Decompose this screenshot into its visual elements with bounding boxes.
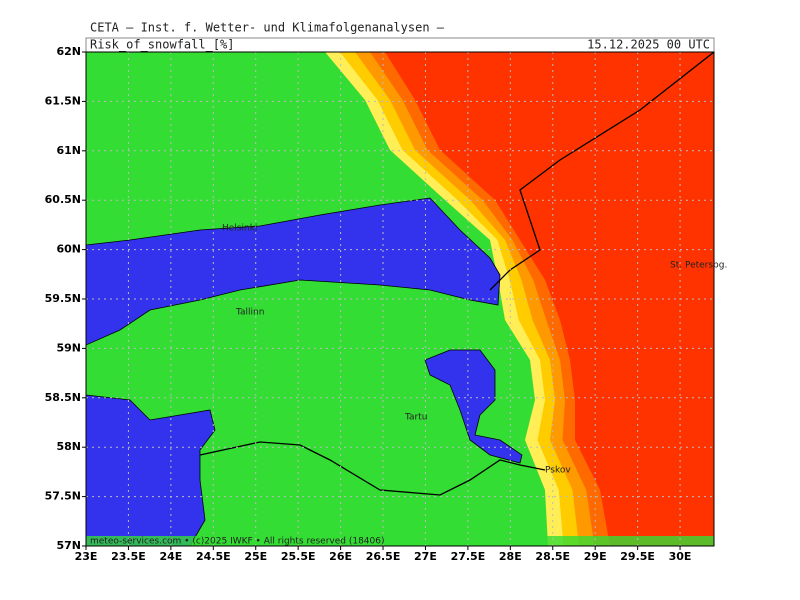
- lon-tick-label: 24.5E: [196, 550, 231, 563]
- gulf-of-riga: [86, 394, 216, 546]
- border-line: [199, 441, 546, 496]
- gulf-of-finland: [86, 197, 501, 346]
- lat-tick-label: 58N: [56, 440, 81, 453]
- lat-tick-label: 57.5N: [45, 490, 81, 503]
- institute-title: CETA — Inst. f. Wetter- und Klimafolgena…: [90, 21, 445, 35]
- lon-tick-label: 26.5E: [366, 550, 401, 563]
- lon-tick-label: 23E: [75, 550, 98, 563]
- lat-tick-label: 57N: [56, 539, 81, 552]
- lon-tick-label: 28.5E: [535, 550, 570, 563]
- lat-tick-label: 62N: [56, 45, 81, 58]
- parameter-label: Risk_of_snowfall_[%]: [90, 38, 235, 52]
- city-label: Tallinn: [235, 308, 264, 318]
- lon-tick-label: 24E: [159, 550, 182, 563]
- lon-tick-label: 25E: [244, 550, 267, 563]
- city-label: Pskov: [545, 466, 571, 476]
- lake-peipus: [424, 349, 523, 464]
- lat-tick-label: 59.5N: [45, 292, 81, 305]
- lat-tick-label: 58.5N: [45, 391, 81, 404]
- lon-tick-label: 29.5E: [620, 550, 655, 563]
- city-label: Tartu: [404, 413, 427, 423]
- lon-tick-label: 29E: [584, 550, 607, 563]
- lon-tick-label: 28E: [499, 550, 522, 563]
- city-label: St. Petersbg.: [670, 261, 727, 271]
- lon-tick-label: 30E: [669, 550, 692, 563]
- lon-tick-label: 23.5E: [111, 550, 146, 563]
- footer-text: meteo-services.com • (c)2025 IWKF • All …: [90, 537, 385, 547]
- lon-tick-label: 27.5E: [451, 550, 486, 563]
- lon-tick-label: 25.5E: [281, 550, 316, 563]
- risk-band: [385, 52, 714, 546]
- valid-time: 15.12.2025 00 UTC: [587, 38, 710, 52]
- lat-tick-label: 60N: [56, 243, 81, 256]
- lat-tick-label: 60.5N: [45, 193, 81, 206]
- lat-tick-label: 61.5N: [45, 94, 81, 107]
- lat-tick-label: 59N: [56, 341, 81, 354]
- water: [86, 52, 714, 546]
- lat-tick-label: 61N: [56, 144, 81, 157]
- footer-bar: [86, 536, 714, 546]
- lon-tick-label: 27E: [414, 550, 437, 563]
- lon-tick-label: 26E: [329, 550, 352, 563]
- city-label: Helsinki: [222, 224, 257, 234]
